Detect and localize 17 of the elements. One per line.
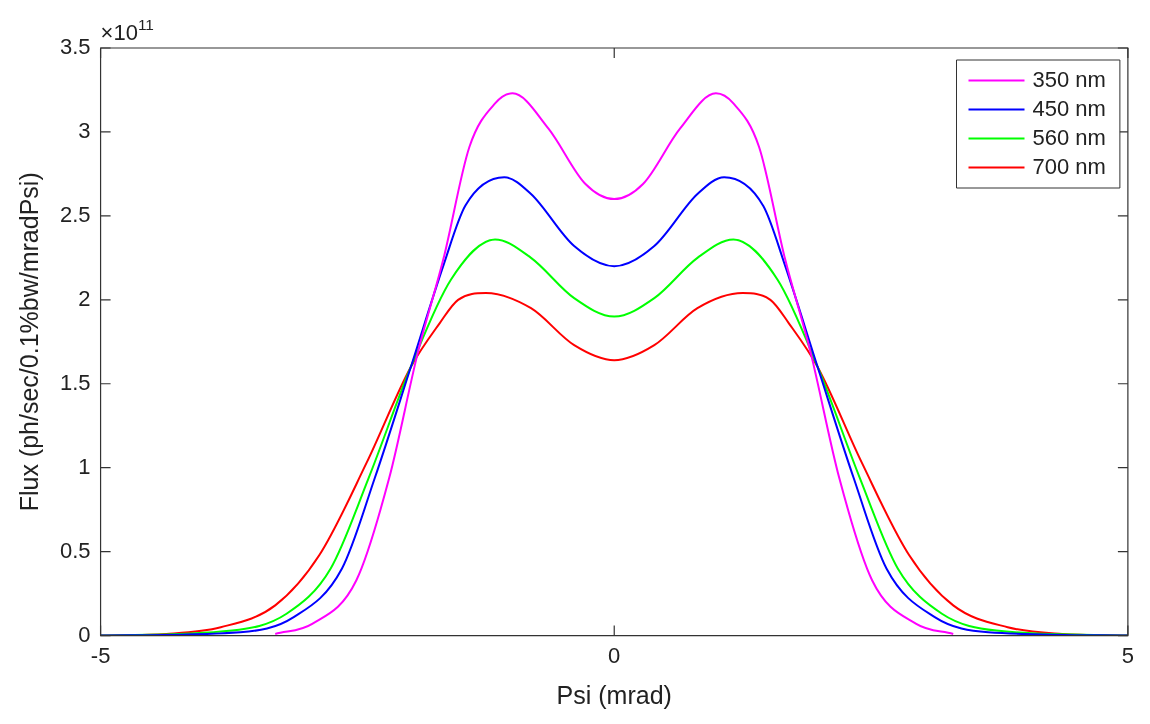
- y-tick-label: 3.5: [59, 34, 91, 60]
- legend-label: 560 nm: [1032, 124, 1106, 150]
- x-tick-label: 5: [1121, 642, 1135, 668]
- legend-label: 350 nm: [1032, 66, 1106, 92]
- y-tick-label: 2: [78, 285, 91, 311]
- y-tick-label: 1: [78, 453, 91, 479]
- y-tick-label: 2.5: [59, 201, 91, 227]
- y-tick-label: 1.5: [59, 369, 91, 395]
- y-tick-label: 0: [78, 621, 91, 647]
- y-tick-label: 0.5: [59, 537, 91, 563]
- legend-label: 450 nm: [1032, 95, 1106, 121]
- x-tick-label: -5: [90, 642, 111, 668]
- x-tick-label: 0: [608, 642, 621, 668]
- y-tick-label: 3: [78, 118, 91, 144]
- x-axis-title: Psi (mrad): [556, 680, 672, 709]
- y-axis-title: Flux (ph/sec/0.1%bw/mradPsi): [14, 172, 43, 512]
- legend-label: 700 nm: [1032, 153, 1106, 179]
